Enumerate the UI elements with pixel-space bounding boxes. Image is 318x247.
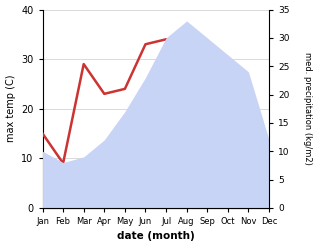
X-axis label: date (month): date (month) [117,231,195,242]
Y-axis label: med. precipitation (kg/m2): med. precipitation (kg/m2) [303,52,313,165]
Y-axis label: max temp (C): max temp (C) [5,75,16,143]
